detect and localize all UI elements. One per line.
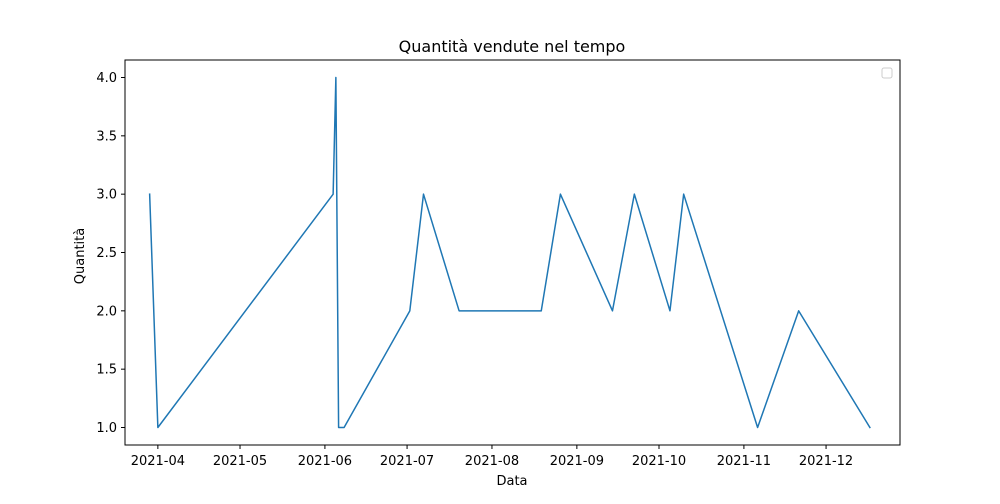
y-tick-label: 4.0 [96,71,117,86]
plot-frame [124,59,901,446]
x-tick-label: 2021-06 [298,454,352,469]
plot-area [124,59,901,446]
chart-title: Quantità vendute nel tempo [399,37,626,56]
x-tick-label: 2021-07 [380,454,434,469]
x-tick-label: 2021-08 [465,454,519,469]
y-tick-label: 3.5 [96,129,117,144]
y-tick-label: 1.0 [96,421,117,436]
y-axis: 1.0 1.5 2.0 2.5 3.0 3.5 4.0 [96,71,125,436]
x-tick-label: 2021-11 [717,454,771,469]
x-axis-label: Data [496,474,527,489]
y-tick-label: 3.0 [96,188,117,203]
y-tick-label: 2.5 [96,246,117,261]
legend-box [881,67,893,79]
y-tick-label: 1.5 [96,363,117,378]
x-tick-label: 2021-10 [632,454,686,469]
y-tick-label: 2.0 [96,304,117,319]
x-tick-label: 2021-04 [131,454,185,469]
y-axis-label: Quantità [73,228,88,284]
x-tick-label: 2021-05 [213,454,267,469]
x-tick-label: 2021-12 [799,454,853,469]
x-axis: 2021-04 2021-05 2021-06 2021-07 2021-08 2021-… [131,445,853,469]
series-line-0 [148,76,871,429]
x-tick-label: 2021-09 [550,454,604,469]
